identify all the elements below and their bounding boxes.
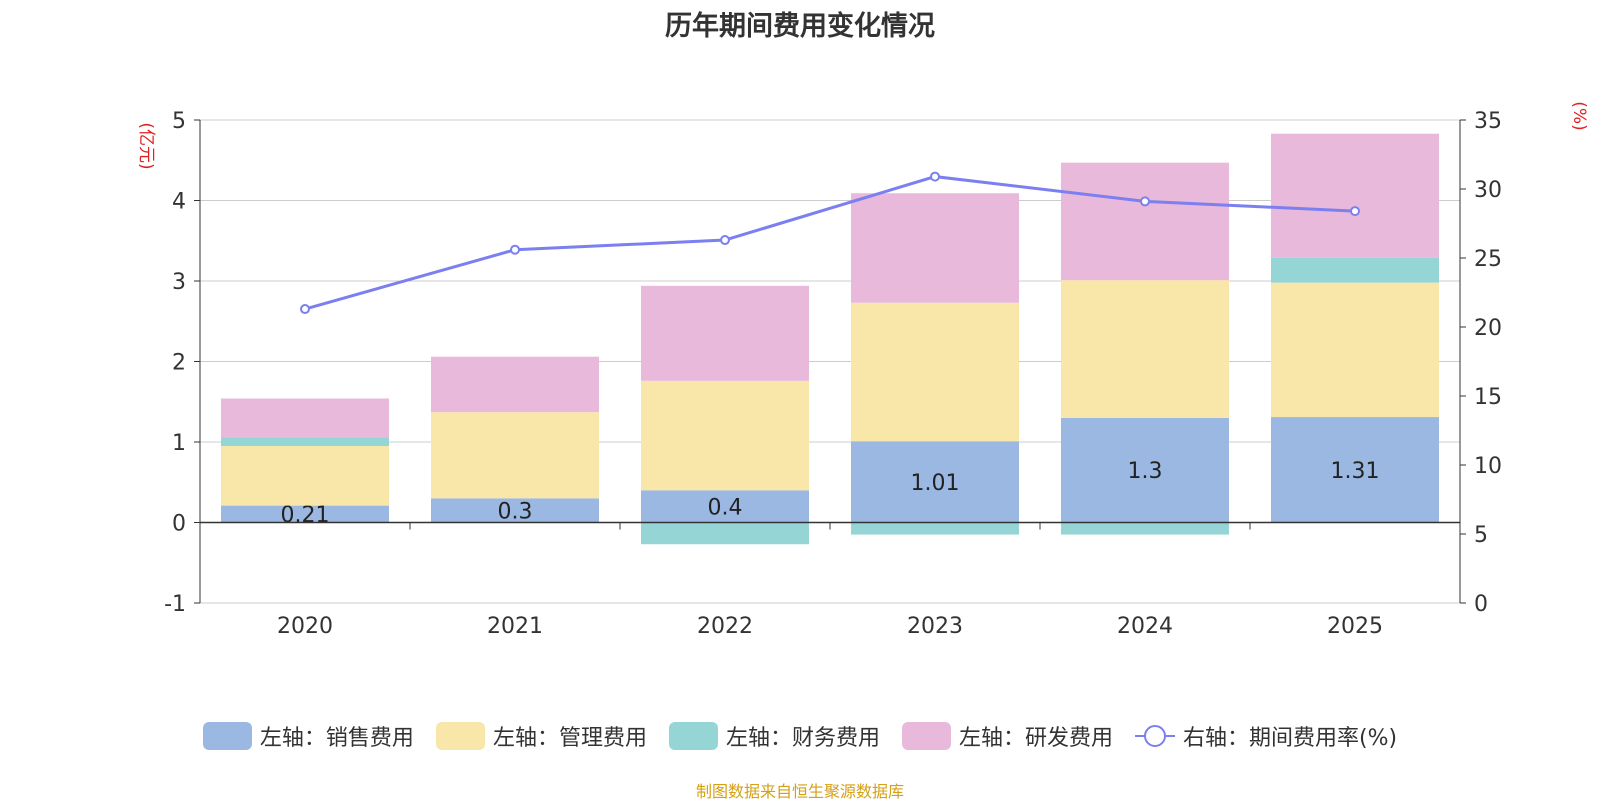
left-tick-label: -1 (164, 592, 186, 617)
legend-swatch-rnd (901, 722, 951, 750)
bar-segment-0-2023 (851, 441, 1019, 523)
right-tick-label: 20 (1474, 316, 1502, 341)
bar-segment-2-2023 (851, 522, 1019, 535)
left-axis-title: (亿元) (136, 122, 156, 169)
left-tick-label: 3 (172, 270, 186, 295)
bar-segment-2-2022 (641, 522, 809, 545)
x-tick-label: 2023 (907, 614, 963, 639)
right-tick-label: 30 (1474, 178, 1502, 203)
bar-segment-3-2021 (431, 356, 599, 413)
legend-line-icon (1134, 725, 1175, 747)
bar-segment-0-2025 (1271, 417, 1439, 523)
rate-point (720, 235, 730, 246)
left-tick-label: 2 (172, 351, 186, 376)
bar-segment-3-2024 (1061, 162, 1229, 281)
legend-item-rnd[interactable]: 左轴：研发费用 (901, 720, 1113, 752)
bar-segment-2-2024 (1061, 522, 1229, 535)
bar-segment-3-2023 (851, 193, 1019, 303)
right-axis-title: (%) (1569, 101, 1589, 130)
legend-label-rate: 右轴：期间费用率(%) (1182, 726, 1398, 751)
bar-segment-1-2021 (431, 412, 599, 499)
right-tick-label: 35 (1474, 109, 1502, 134)
legend-label-sales: 左轴：销售费用 (259, 726, 414, 751)
left-tick-label: 5 (172, 109, 186, 134)
rate-line (304, 175, 1356, 311)
x-tick-label: 2020 (277, 614, 333, 639)
legend-item-admin[interactable]: 左轴：管理费用 (435, 720, 647, 752)
legend-item-rate[interactable]: 右轴：期间费用率(%) (1134, 720, 1398, 752)
left-tick-label: 4 (172, 190, 186, 215)
chart-title: 历年期间费用变化情况 (665, 11, 935, 42)
bar-data-label: 1.3 (1128, 459, 1163, 484)
rate-point (1140, 196, 1150, 207)
legend-item-finance[interactable]: 左轴：财务费用 (668, 720, 880, 752)
bar-segment-2-2020 (221, 437, 389, 447)
bar-segment-3-2020 (221, 398, 389, 438)
bar-segment-3-2025 (1271, 133, 1439, 258)
bar-segment-2-2025 (1271, 257, 1439, 283)
legend-label-finance: 左轴：财务费用 (725, 726, 880, 751)
right-tick-label: 10 (1474, 454, 1502, 479)
rate-point (930, 171, 940, 182)
bar-data-label: 0.3 (498, 499, 533, 524)
x-tick-label: 2021 (487, 614, 543, 639)
source-note: 制图数据来自恒生聚源数据库 (695, 782, 904, 801)
legend-swatch-admin (435, 722, 485, 750)
bar-data-label: 0.4 (708, 495, 743, 520)
rate-point (300, 304, 310, 315)
x-tick-label: 2024 (1117, 614, 1173, 639)
legend-swatch-sales (202, 722, 252, 750)
legend: 左轴：销售费用 左轴：管理费用 左轴：财务费用 左轴：研发费用 右轴：期间费用率… (0, 720, 1600, 752)
bar-segment-3-2022 (641, 285, 809, 381)
bar-segment-0-2020 (221, 505, 389, 523)
bar-segment-1-2025 (1271, 282, 1439, 418)
bar-segment-0-2021 (431, 498, 599, 523)
left-tick-label: 0 (172, 512, 186, 537)
right-tick-label: 25 (1474, 247, 1502, 272)
x-tick-label: 2025 (1327, 614, 1383, 639)
right-tick-label: 0 (1474, 592, 1488, 617)
bar-data-label: 0.21 (281, 503, 330, 528)
bar-segment-1-2024 (1061, 280, 1229, 418)
bar-segment-0-2024 (1061, 417, 1229, 523)
rate-point (1350, 206, 1360, 217)
legend-swatch-finance (668, 722, 718, 750)
bar-data-label: 1.31 (1331, 459, 1380, 484)
right-tick-label: 15 (1474, 385, 1502, 410)
x-tick-label: 2022 (697, 614, 753, 639)
bar-segment-0-2022 (641, 490, 809, 523)
bar-segment-1-2023 (851, 302, 1019, 442)
legend-label-rnd: 左轴：研发费用 (958, 726, 1113, 751)
bar-segment-1-2022 (641, 380, 809, 491)
right-tick-label: 5 (1474, 523, 1488, 548)
rate-point (510, 244, 520, 255)
legend-item-sales[interactable]: 左轴：销售费用 (202, 720, 414, 752)
bar-segment-1-2020 (221, 446, 389, 506)
legend-label-admin: 左轴：管理费用 (492, 726, 647, 751)
bar-data-label: 1.01 (911, 471, 960, 496)
left-tick-label: 1 (172, 431, 186, 456)
